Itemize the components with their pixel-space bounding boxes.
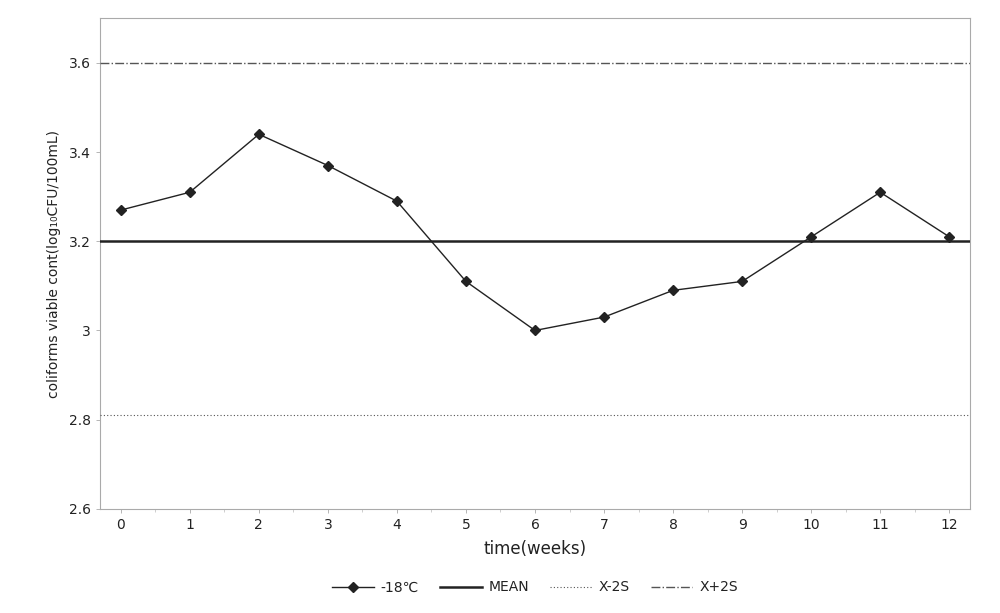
- Y-axis label: coliforms viable cont(log₁₀CFU/100mL): coliforms viable cont(log₁₀CFU/100mL): [47, 129, 61, 398]
- Legend: -18℃, MEAN, X-2S, X+2S: -18℃, MEAN, X-2S, X+2S: [327, 575, 743, 600]
- X-axis label: time(weeks): time(weeks): [483, 540, 587, 558]
